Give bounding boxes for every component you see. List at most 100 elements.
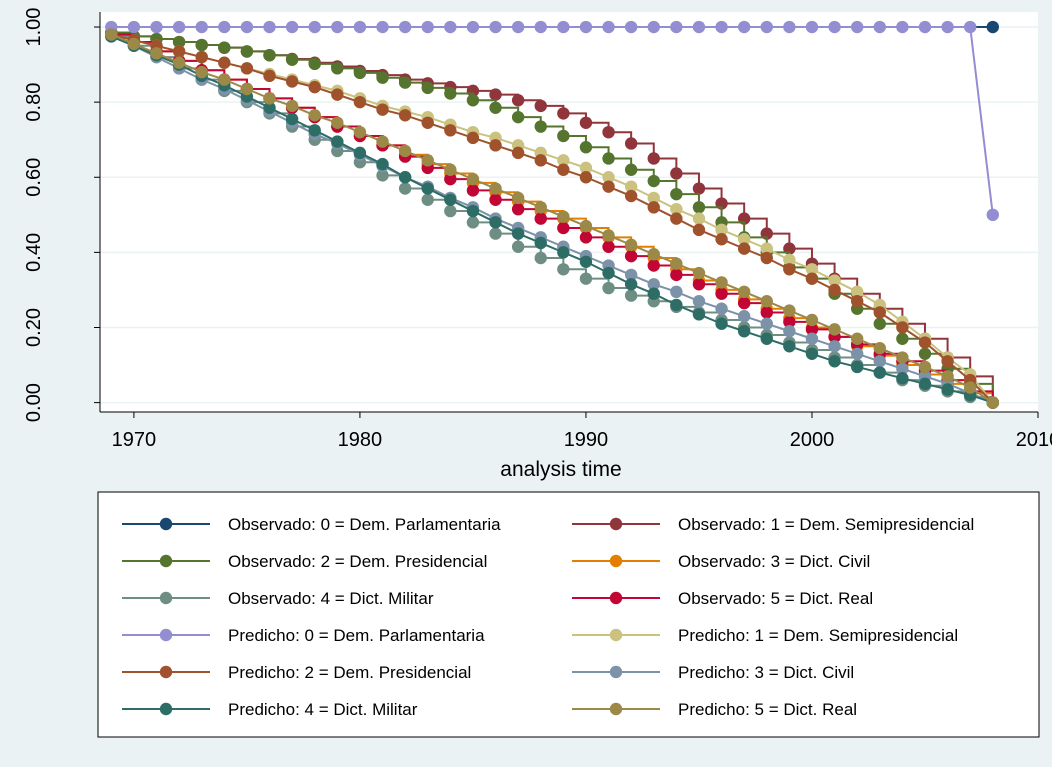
series-8 — [105, 28, 999, 409]
data-point — [692, 20, 706, 34]
legend-item: Predicho: 3 = Dict. Civil — [572, 663, 854, 682]
data-point — [760, 306, 773, 319]
data-point — [692, 295, 706, 308]
data-point — [331, 20, 344, 34]
data-point — [444, 20, 457, 34]
data-point — [285, 75, 299, 88]
data-point — [737, 310, 751, 323]
data-point — [850, 332, 864, 345]
data-point — [647, 201, 660, 214]
data-point — [398, 182, 412, 195]
data-point — [783, 340, 796, 353]
legend-label: Observado: 3 = Dict. Civil — [678, 552, 870, 571]
data-point — [624, 289, 638, 302]
data-point — [760, 317, 773, 330]
data-point — [195, 50, 208, 64]
data-point — [557, 210, 570, 223]
data-point — [828, 283, 841, 297]
data-point — [737, 325, 751, 338]
data-point — [466, 184, 480, 197]
data-point — [240, 45, 254, 58]
data-point — [353, 95, 367, 109]
data-point — [760, 295, 773, 308]
data-point — [444, 172, 457, 186]
data-point — [218, 20, 231, 34]
data-point — [353, 20, 367, 34]
data-point — [873, 317, 886, 330]
legend-item: Observado: 4 = Dict. Militar — [122, 589, 434, 608]
data-point — [557, 221, 570, 235]
data-point — [963, 20, 977, 34]
legend-label: Predicho: 4 = Dict. Militar — [228, 700, 418, 719]
data-point — [263, 92, 276, 105]
data-point — [579, 219, 593, 233]
data-point — [579, 116, 593, 129]
data-point — [511, 191, 525, 205]
data-point — [647, 174, 660, 188]
data-point — [783, 325, 796, 338]
data-point — [715, 223, 728, 237]
data-point — [760, 242, 773, 255]
data-point — [918, 20, 932, 34]
legend-marker — [609, 517, 623, 531]
legend-marker — [159, 665, 173, 679]
data-point — [896, 20, 909, 34]
data-point — [715, 317, 728, 330]
legend-marker — [609, 702, 623, 716]
series-6 — [105, 20, 999, 222]
data-point — [737, 233, 751, 246]
data-point — [850, 360, 864, 374]
data-point — [127, 20, 141, 34]
data-point — [466, 131, 480, 145]
data-point — [308, 20, 321, 34]
data-point — [647, 20, 660, 34]
axes: 0.00 0.20 0.40 0.60 0.80 1.00 1970 1980 1990 2000… — [23, 8, 1052, 451]
data-point — [602, 180, 615, 193]
legend-marker — [609, 628, 623, 642]
data-point — [421, 182, 434, 195]
data-point — [511, 94, 525, 107]
data-point — [218, 56, 231, 69]
legend-label: Observado: 5 = Dict. Real — [678, 589, 873, 608]
legend-label: Predicho: 3 = Dict. Civil — [678, 663, 854, 682]
data-point — [624, 189, 638, 203]
legend-label: Observado: 1 = Dem. Semipresidencial — [678, 515, 974, 534]
data-point — [986, 396, 999, 409]
data-point — [195, 38, 208, 52]
data-point — [941, 355, 954, 368]
data-point — [285, 20, 299, 34]
data-point — [421, 81, 434, 95]
data-point — [692, 266, 706, 280]
data-point — [285, 99, 299, 113]
data-point — [263, 48, 276, 62]
legend-label: Predicho: 0 = Dem. Parlamentaria — [228, 626, 485, 645]
data-point — [172, 20, 186, 34]
data-point — [398, 171, 412, 184]
data-point — [489, 20, 502, 34]
data-point — [534, 154, 547, 167]
legend-label: Observado: 2 = Dem. Presidencial — [228, 552, 487, 571]
data-point — [783, 253, 796, 267]
data-point — [850, 347, 864, 360]
data-point — [647, 152, 660, 165]
data-point — [127, 37, 141, 51]
data-point — [534, 99, 547, 113]
data-point — [850, 20, 864, 34]
data-point — [918, 347, 932, 360]
data-point — [511, 20, 525, 34]
data-point — [918, 377, 932, 391]
data-point — [805, 272, 819, 285]
legend-label: Predicho: 2 = Dem. Presidencial — [228, 663, 471, 682]
data-point — [444, 124, 457, 137]
data-point — [376, 20, 389, 34]
series-line — [111, 26, 994, 215]
data-point — [715, 302, 728, 315]
y-tick-label: 1.00 — [23, 8, 45, 47]
data-point — [511, 110, 525, 124]
y-tick-label: 0.00 — [23, 383, 45, 422]
data-point — [557, 246, 570, 259]
data-point — [511, 240, 525, 253]
legend-item: Observado: 0 = Dem. Parlamentaria — [122, 515, 501, 534]
data-point — [783, 20, 796, 34]
data-point — [579, 255, 593, 268]
